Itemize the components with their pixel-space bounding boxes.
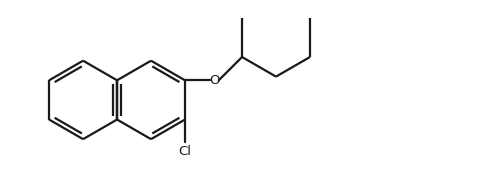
Text: O: O — [209, 74, 220, 87]
Text: Cl: Cl — [179, 145, 192, 158]
